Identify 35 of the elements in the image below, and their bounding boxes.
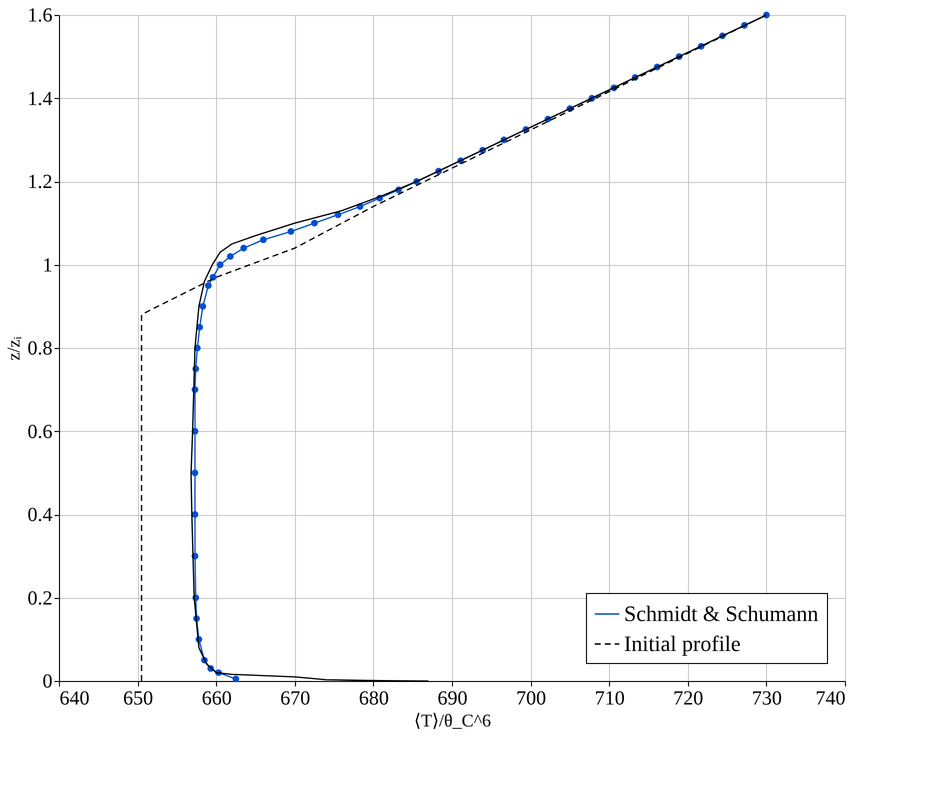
point [260,236,267,244]
x-tick-label: 660 [202,688,232,710]
y-tick-label: 0.2 [28,587,52,610]
x-tick-label: 730 [752,688,782,710]
legend-label: Initial profile [624,631,741,656]
point [192,511,198,518]
x-tick-label: 720 [673,688,704,710]
y-tick-label: 1.4 [28,88,52,110]
legend-label: Schmidt & Schumann [624,601,818,626]
x-tick-label: 680 [358,688,389,710]
point [204,282,212,289]
x-axis-title: ⟨T⟩/θ_C^6 [414,710,492,730]
point [199,303,206,310]
y-tick-label: 0 [42,670,52,692]
y-tick-label: 1.2 [28,171,52,193]
x-tick-label: 690 [438,688,468,710]
y-tick-label: 0.8 [28,338,52,360]
x-tick-label: 740 [816,688,846,710]
y-tick-label: 0.4 [28,504,52,526]
point [240,244,248,252]
x-tick-label: 650 [123,688,154,710]
point [311,220,318,226]
x-tick-label: 700 [516,688,546,710]
y-tick-label: 0.6 [28,420,52,443]
x-tick-label: 710 [594,688,625,710]
point [232,676,240,682]
point [226,253,234,260]
x-tick-label: 670 [280,688,310,710]
x-tick-label: 640 [60,688,90,710]
point [216,261,224,268]
y-tick-label: 1 [42,254,52,276]
point [192,470,198,476]
y-tick-label: 1.6 [28,4,52,26]
point [288,228,294,235]
y-axis-title: z/zᵢ [4,336,24,360]
